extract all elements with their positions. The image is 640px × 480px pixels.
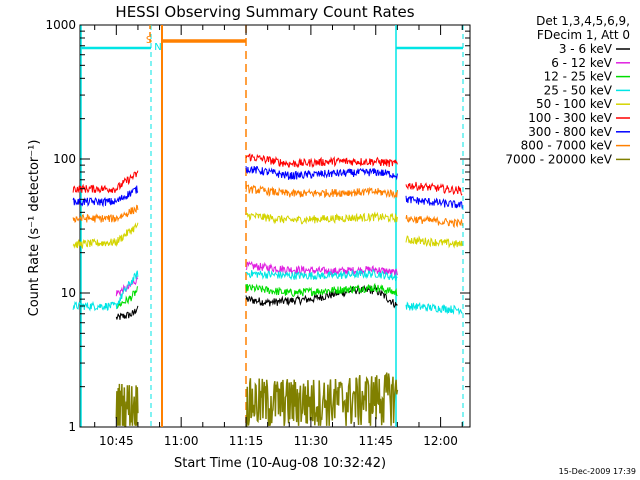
- series-line-segment: [72, 170, 139, 194]
- series-line-segment: [405, 181, 463, 196]
- annotation-layer: [80, 25, 464, 427]
- legend-header-line-2: FDecim 1, Att 0: [537, 28, 630, 42]
- series-800-7000-kev: [72, 184, 463, 229]
- x-tick-label: 11:45: [358, 434, 393, 448]
- series-line-segment: [72, 185, 139, 208]
- x-tick-label: 12:00: [423, 434, 458, 448]
- legend-entry-label: 12 - 25 keV: [544, 70, 613, 84]
- chart-title: HESSI Observing Summary Count Rates: [115, 3, 414, 21]
- x-tick-label: 10:45: [99, 434, 134, 448]
- y-tick-label: 1000: [45, 18, 76, 32]
- series-line-segment: [405, 214, 463, 229]
- series-line-segment: [116, 286, 139, 310]
- y-tick-label: 10: [61, 286, 76, 300]
- footer-timestamp: 15-Dec-2009 17:39: [559, 467, 636, 476]
- legend-entry-label: 3 - 6 keV: [559, 42, 613, 56]
- series-50-100-kev: [72, 211, 463, 250]
- marker-n: N: [154, 42, 161, 53]
- marker-s: S: [146, 35, 152, 46]
- series-100-300-kev: [72, 153, 463, 196]
- series-line-segment: [115, 383, 139, 427]
- series-line-segment: [245, 153, 398, 169]
- legend-header-line-1: Det 1,3,4,5,6,9,: [536, 14, 630, 28]
- series-7000-20000-kev: [115, 372, 399, 427]
- series-3-6-kev: [115, 284, 398, 320]
- series-line-segment: [245, 260, 398, 278]
- series-layer: [72, 153, 463, 427]
- axis-ticks: 1 10 100 1000 10:45 11:00 11:15 11:30 11:45 12:00: [45, 18, 470, 448]
- series-line-segment: [405, 301, 463, 316]
- series-line-segment: [245, 184, 398, 199]
- x-tick-label: 11:00: [164, 434, 199, 448]
- legend-entry-label: 50 - 100 keV: [536, 97, 613, 111]
- series-12-25-kev: [116, 282, 398, 310]
- series-line-segment: [72, 222, 139, 250]
- legend: Det 1,3,4,5,6,9, FDecim 1, Att 0 3 - 6 k…: [505, 14, 630, 166]
- series-line-segment: [245, 269, 398, 282]
- legend-entry-label: 7000 - 20000 keV: [505, 152, 612, 166]
- x-tick-label: 11:30: [294, 434, 329, 448]
- legend-entry-label: 800 - 7000 keV: [521, 139, 613, 153]
- plot-frame: [79, 24, 471, 428]
- series-line-segment: [245, 284, 398, 309]
- y-axis-label: Count Rate (s⁻¹ detector⁻¹): [27, 140, 42, 317]
- series-300-800-kev: [72, 165, 463, 209]
- series-line-segment: [405, 195, 463, 209]
- series-line-segment: [72, 204, 139, 223]
- legend-entry-label: 100 - 300 keV: [528, 111, 612, 125]
- series-line-segment: [115, 305, 139, 320]
- legend-entry-label: 25 - 50 keV: [544, 83, 613, 97]
- x-tick-label: 11:15: [229, 434, 264, 448]
- series-line-segment: [245, 282, 398, 297]
- legend-entry-label: 6 - 12 keV: [551, 56, 613, 70]
- series-line-segment: [245, 211, 398, 225]
- legend-entry-label: 300 - 800 keV: [528, 125, 612, 139]
- series-line-segment: [245, 372, 399, 427]
- y-tick-label: 100: [53, 152, 76, 166]
- x-axis-label: Start Time (10-Aug-08 10:32:42): [174, 456, 386, 471]
- series-line-segment: [245, 165, 398, 181]
- marker-labels: SN: [146, 35, 162, 53]
- series-line-segment: [72, 270, 139, 312]
- y-tick-label: 1: [68, 420, 76, 434]
- series-line-segment: [405, 235, 463, 249]
